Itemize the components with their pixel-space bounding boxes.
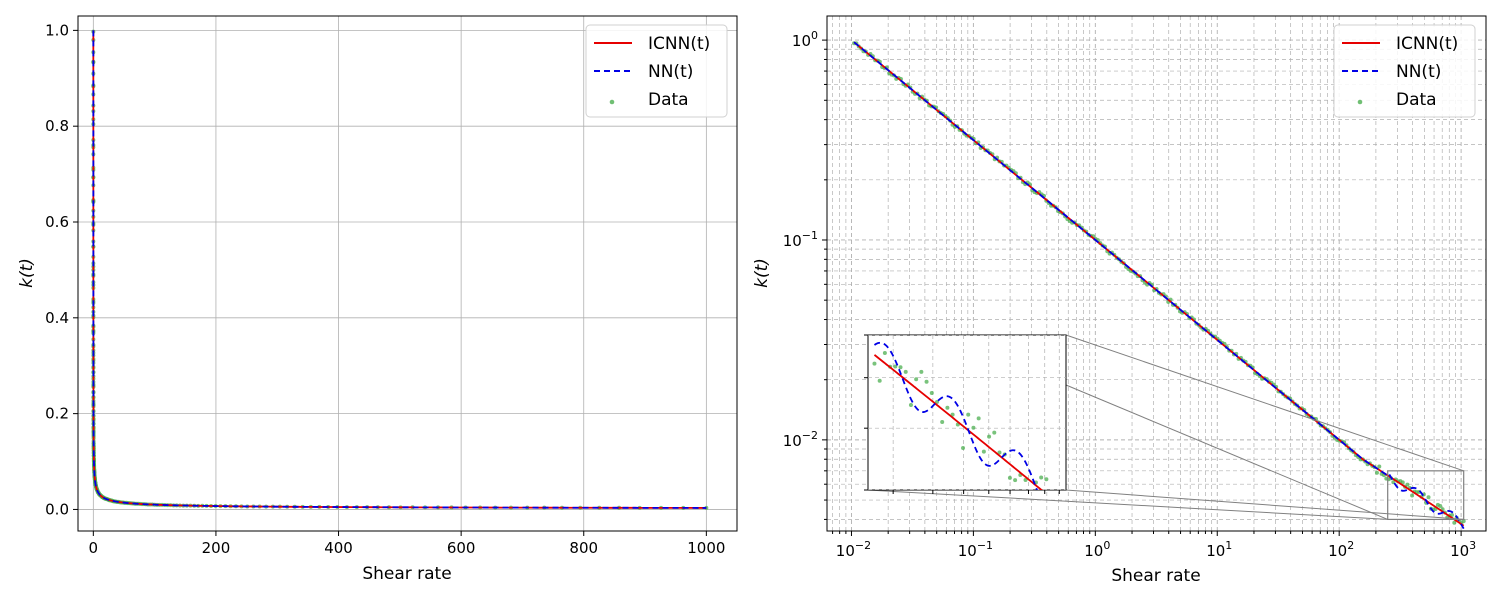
inset-data-point [981,449,986,454]
left-legend-label: Data [648,90,689,110]
right-data-point [1426,495,1431,500]
inset-data-point [924,379,929,384]
inset-plot-area [868,335,1066,519]
left-legend: ICNN(t) NN(t) Data [585,24,728,118]
right-data-point [1374,470,1379,475]
inset-connector-line [1065,334,1464,472]
right-legend-label: Data [1396,90,1437,110]
right-data-point [1410,493,1415,498]
inset-data-point [877,378,882,383]
right-y-axis-label: k(t) [752,258,772,288]
right-legend-data-marker [1357,99,1363,105]
inset-data-point [1044,477,1049,482]
right-ticks: 10−2 10−1 100 101 102 103 10−2 10−1 100 [783,29,1476,560]
left-legend-box [585,24,728,118]
inset-data-point [997,450,1002,455]
left-x-tick-label: 200 [202,539,231,557]
right-data-point [1438,503,1443,508]
inset-data-point [940,419,945,424]
inset-data-point [961,446,966,451]
inset-data-point [971,425,976,430]
right-x-tick-label: 10−2 [836,539,871,560]
right-data-point [1461,519,1466,524]
inset-data-point [1050,515,1054,519]
left-y-tick-label: 0.0 [45,500,69,518]
inset-data-point [1023,477,1028,482]
right-x-tick-label: 102 [1328,539,1354,560]
inset-data-point [1007,475,1012,480]
right-data-point [1400,480,1405,485]
inset-data-point [882,350,887,355]
inset-data-point [966,412,971,417]
right-data-point [1452,520,1457,525]
right-legend-label: NN(t) [1396,62,1441,82]
right-x-axis-label: Shear rate [1111,566,1200,586]
left-y-axis-label: k(t) [17,258,37,288]
left-x-tick-label: 1000 [687,539,725,557]
inset-nn-line [873,341,1038,490]
left-panel: 0 200 400 600 800 1000 0.0 0.2 0.4 0.6 0.8 1.0 Shea… [17,15,738,584]
left-legend-label: NN(t) [648,62,693,82]
right-axes-frame [826,15,1487,532]
right-x-tick-label: 100 [1084,539,1110,560]
inset-data-point [945,405,950,410]
inset-data-point [1013,478,1018,483]
inset-data-point [1029,500,1033,504]
left-x-tick-label: 600 [447,539,476,557]
left-y-tick-label: 0.2 [45,405,69,423]
right-x-tick-label: 103 [1450,539,1476,560]
inset-data-point [1055,509,1059,513]
inset-data-point [992,430,997,435]
right-legend-label: ICNN(t) [1396,34,1458,54]
right-data-point [1405,482,1410,487]
left-nn-line [92,30,707,509]
inset-data-point [929,390,934,395]
inset-zoom [864,334,1067,519]
right-nn-line [853,41,1465,530]
inset-connector-line [1065,489,1464,520]
left-y-tick-label: 0.8 [45,117,69,135]
inset-data-point [1039,475,1044,480]
inset-connector-line [867,489,1388,520]
left-y-tick-label: 0.4 [45,309,69,327]
left-plot-area [91,29,709,510]
right-y-tick-label: 10−2 [783,429,818,450]
right-y-tick-label: 100 [792,29,818,50]
left-legend-data-marker [609,99,615,105]
inset-data-point [950,412,955,417]
right-legend: ICNN(t) NN(t) Data [1333,24,1476,118]
right-data-point [1449,513,1454,518]
right-y-tick-label: 10−1 [783,229,818,250]
inset-data-point [908,402,913,407]
inset-data-point [914,377,919,382]
inset-data-point [893,364,898,369]
right-plot-area [852,41,1466,530]
right-data-point [1377,464,1382,469]
left-x-tick-label: 800 [569,539,598,557]
inset-data-point [903,369,908,374]
left-x-tick-label: 400 [324,539,353,557]
inset-source-box [1387,470,1465,521]
right-panel: 10−2 10−1 100 101 102 103 10−2 10−1 100 Shear ra… [752,15,1487,586]
inset-frame [867,334,1067,491]
left-x-tick-label: 0 [89,539,99,557]
right-legend-box [1333,24,1476,118]
right-x-tick-label: 101 [1206,539,1232,560]
right-x-tick-label: 10−1 [958,539,993,560]
left-legend-label: ICNN(t) [648,34,710,54]
inset-data-point [987,434,992,439]
left-y-tick-label: 1.0 [45,21,69,39]
left-axes-frame [77,15,738,532]
inset-connector-line [1065,384,1388,520]
left-y-tick-label: 0.6 [45,213,69,231]
inset-connectors [867,334,1465,521]
inset-data-point [898,365,903,370]
inset-data-point [919,369,924,374]
left-ticks: 0 200 400 600 800 1000 0.0 0.2 0.4 0.6 0.8 1.0 [45,21,725,557]
inset-data-point [976,416,981,421]
inset-data-point [872,361,877,366]
left-x-axis-label: Shear rate [362,564,451,584]
